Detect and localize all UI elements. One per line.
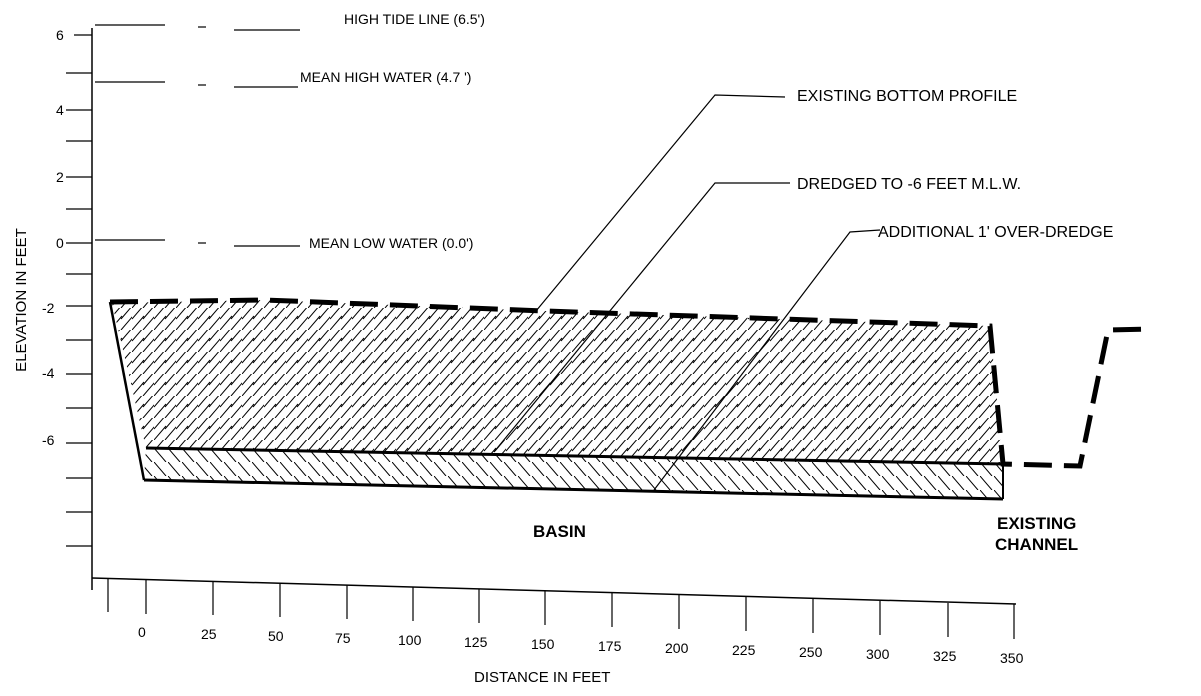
x-tick-200: 200 (665, 640, 689, 656)
x-tick-250: 250 (799, 644, 823, 660)
mean-low-water-line (95, 239, 300, 247)
x-tick-350: 350 (1000, 650, 1024, 666)
basin-side-slope (108, 301, 146, 481)
x-axis-line (91, 577, 1017, 605)
existing-bottom-profile (109, 297, 1151, 469)
y-axis-ticks (66, 34, 92, 547)
mean-high-water-line (95, 81, 298, 88)
y-tick-2: 2 (56, 169, 64, 185)
high-tide-label: HIGH TIDE LINE (6.5') (344, 11, 485, 27)
y-tick-0: 0 (56, 235, 64, 251)
x-tick-175: 175 (598, 638, 622, 654)
x-axis-title: DISTANCE IN FEET (474, 669, 610, 686)
x-tick-25: 25 (201, 626, 217, 642)
high-tide-line (95, 24, 300, 31)
x-tick-50: 50 (268, 628, 284, 644)
over-dredge-leader (653, 229, 881, 491)
over-dredge-label: ADDITIONAL 1' OVER-DREDGE (878, 224, 1113, 241)
y-axis-title: ELEVATION IN FEET (13, 228, 30, 372)
y-tick-neg2: -2 (42, 300, 55, 316)
mean-high-water-label: MEAN HIGH WATER (4.7 ') (300, 69, 471, 85)
x-tick-325: 325 (933, 648, 957, 664)
y-tick-4: 4 (56, 102, 64, 118)
existing-channel-label-1: EXISTING (997, 514, 1076, 533)
x-tick-100: 100 (398, 632, 422, 648)
y-tick-neg6: -6 (42, 432, 55, 448)
mean-low-water-label: MEAN LOW WATER (0.0') (309, 235, 473, 251)
y-tick-6: 6 (56, 27, 64, 43)
existing-bottom-leader (535, 94, 786, 312)
x-axis-ticks (107, 578, 1015, 639)
dredged-leader (493, 182, 790, 453)
basin-label: BASIN (533, 522, 586, 541)
x-tick-150: 150 (531, 636, 555, 652)
x-tick-300: 300 (866, 646, 890, 662)
x-tick-0: 0 (138, 624, 146, 640)
dredge-area-hatch (112, 300, 1003, 464)
x-tick-225: 225 (732, 642, 756, 658)
over-dredge-line (143, 478, 1004, 501)
existing-channel-label-2: CHANNEL (995, 535, 1078, 554)
dredged-label: DREDGED TO -6 FEET M.L.W. (797, 176, 1021, 193)
existing-bottom-label: EXISTING BOTTOM PROFILE (797, 88, 1017, 105)
dredge-line-minus-6 (145, 446, 1004, 466)
x-tick-125: 125 (464, 634, 488, 650)
y-tick-neg4: -4 (42, 365, 55, 381)
x-tick-75: 75 (335, 630, 351, 646)
